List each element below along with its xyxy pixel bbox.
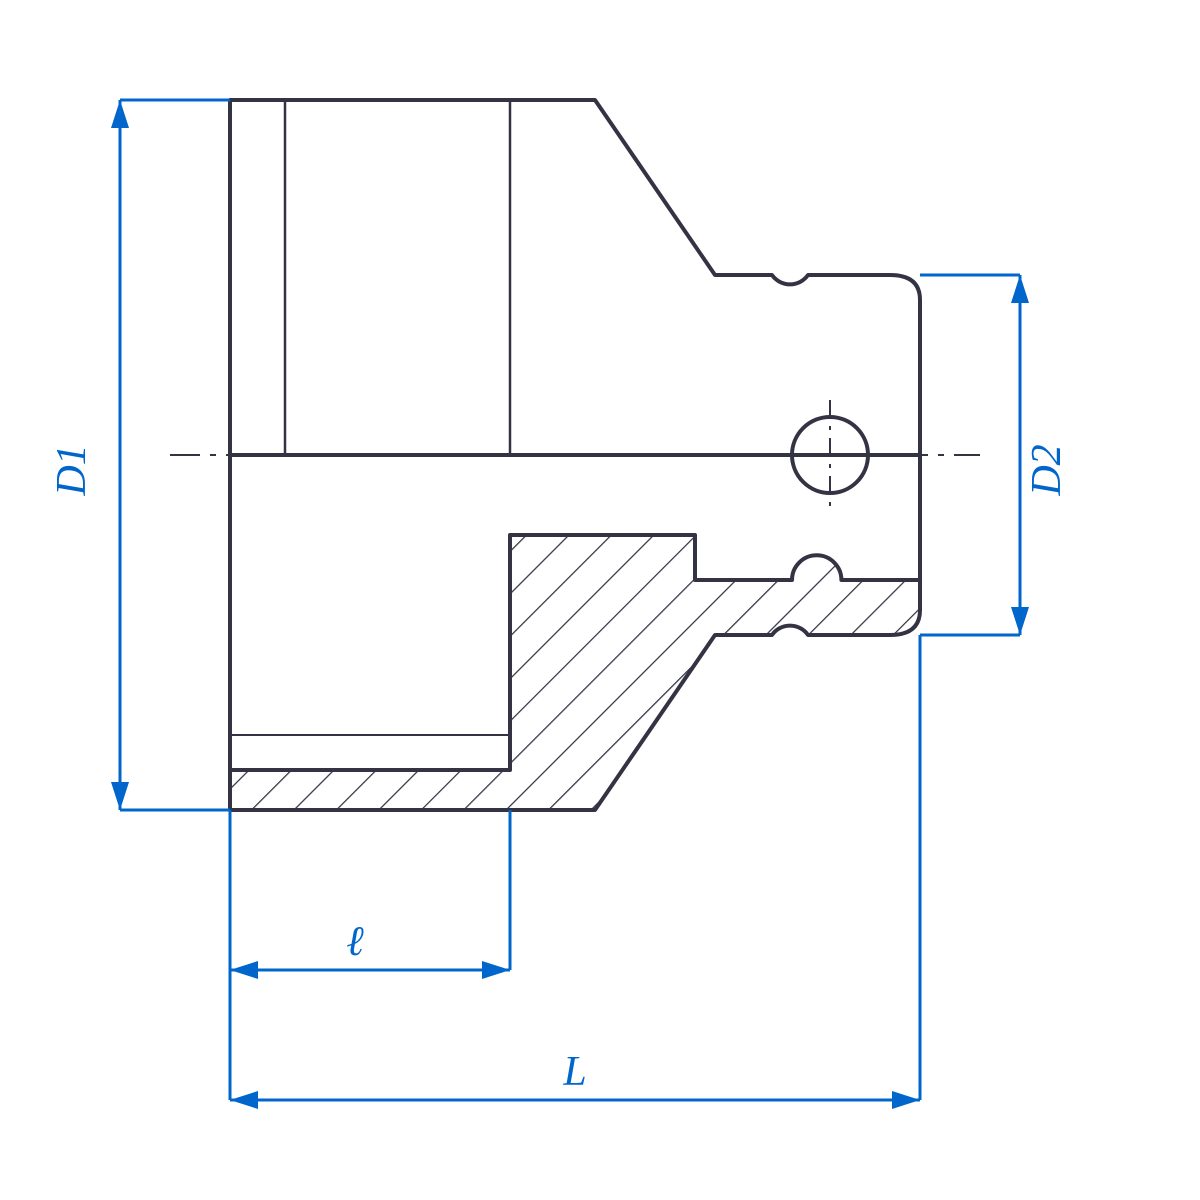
- dim-label-L: L: [562, 1049, 586, 1095]
- arrow-head: [230, 961, 258, 979]
- arrow-head: [230, 1091, 258, 1109]
- arrow-head: [892, 1091, 920, 1109]
- dim-label-ℓ: ℓ: [346, 919, 364, 965]
- arrow-head: [111, 100, 129, 128]
- dim-label-D2: D2: [1024, 444, 1070, 496]
- part-upper-outline: [230, 100, 920, 455]
- arrow-head: [1011, 607, 1029, 635]
- arrow-head: [482, 961, 510, 979]
- dim-label-D1: D1: [49, 444, 95, 496]
- arrow-head: [111, 782, 129, 810]
- arrow-head: [1011, 275, 1029, 303]
